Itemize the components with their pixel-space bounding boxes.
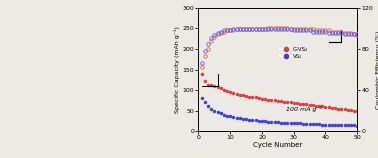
X-axis label: Cycle Number: Cycle Number: [253, 142, 302, 148]
Y-axis label: Coulombic Efficiency (%): Coulombic Efficiency (%): [376, 30, 378, 109]
Text: 100 mA g⁻¹: 100 mA g⁻¹: [286, 106, 322, 112]
Legend: G-VS₂, VS₂: G-VS₂, VS₂: [278, 45, 310, 61]
Y-axis label: Specific Capacity (mAh g⁻¹): Specific Capacity (mAh g⁻¹): [174, 26, 180, 113]
